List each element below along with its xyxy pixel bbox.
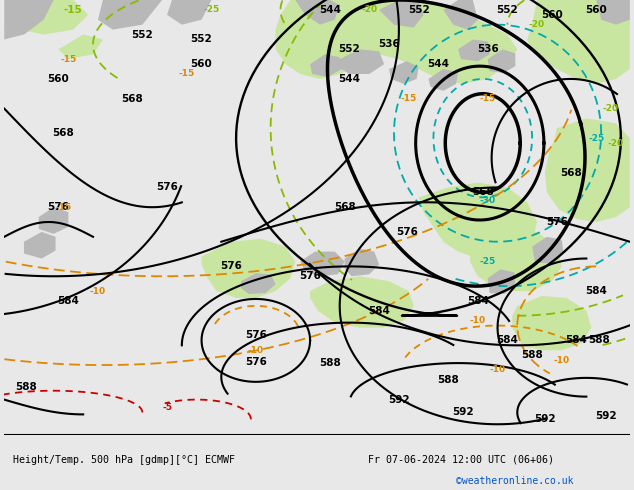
Text: 552: 552	[496, 5, 519, 15]
Text: 568: 568	[472, 187, 494, 197]
Polygon shape	[167, 0, 211, 24]
Polygon shape	[310, 54, 342, 77]
Text: 576: 576	[546, 217, 567, 227]
Text: Height/Temp. 500 hPa [gdmp][°C] ECMWF: Height/Temp. 500 hPa [gdmp][°C] ECMWF	[13, 455, 235, 465]
Text: 576: 576	[299, 271, 321, 281]
Text: ©weatheronline.co.uk: ©weatheronline.co.uk	[456, 476, 574, 486]
Polygon shape	[345, 248, 379, 276]
Polygon shape	[241, 273, 276, 294]
Text: 588: 588	[15, 382, 37, 392]
Text: 536: 536	[378, 39, 400, 49]
Text: -20: -20	[608, 139, 624, 147]
Polygon shape	[429, 69, 458, 91]
Text: -15: -15	[60, 55, 77, 64]
Polygon shape	[39, 207, 68, 234]
Text: -15: -15	[179, 70, 195, 78]
Polygon shape	[545, 119, 630, 222]
Text: 560: 560	[191, 59, 212, 69]
Text: 592: 592	[452, 407, 474, 417]
Polygon shape	[24, 232, 56, 259]
Polygon shape	[458, 40, 489, 61]
Text: 544: 544	[339, 74, 361, 84]
Bar	[4, 434, 630, 486]
Polygon shape	[470, 227, 562, 291]
Text: 568: 568	[53, 128, 74, 138]
Text: -30: -30	[480, 196, 496, 205]
Text: 588: 588	[521, 350, 543, 360]
Text: 576: 576	[220, 261, 242, 271]
Text: -15: -15	[64, 5, 82, 15]
Polygon shape	[202, 239, 295, 298]
Text: 588: 588	[319, 358, 340, 368]
Text: -10: -10	[553, 356, 570, 365]
Polygon shape	[301, 251, 345, 276]
Text: Fr 07-06-2024 12:00 UTC (06+06): Fr 07-06-2024 12:00 UTC (06+06)	[368, 455, 553, 465]
Text: 576: 576	[156, 182, 178, 193]
Text: 576: 576	[245, 330, 267, 341]
Text: 536: 536	[477, 44, 498, 54]
Text: -10: -10	[489, 366, 506, 374]
Text: 592: 592	[595, 412, 617, 421]
Text: 544: 544	[427, 59, 450, 69]
Text: -10: -10	[90, 287, 106, 295]
Text: 560: 560	[585, 5, 607, 15]
Text: 560: 560	[48, 74, 69, 84]
Text: -10: -10	[470, 316, 486, 325]
Polygon shape	[527, 0, 630, 84]
Text: 584: 584	[585, 286, 607, 296]
Text: -25: -25	[588, 134, 604, 143]
Polygon shape	[532, 237, 564, 264]
Text: 576: 576	[396, 227, 418, 237]
Polygon shape	[512, 296, 592, 350]
Text: 568: 568	[333, 202, 356, 212]
Polygon shape	[4, 0, 88, 34]
Text: 568: 568	[122, 94, 143, 104]
Text: 576: 576	[48, 202, 70, 212]
Polygon shape	[488, 49, 515, 73]
Text: -15: -15	[479, 94, 496, 103]
Text: 584: 584	[566, 335, 588, 345]
Polygon shape	[276, 0, 517, 84]
Polygon shape	[295, 0, 340, 24]
Polygon shape	[379, 0, 424, 27]
Text: 552: 552	[191, 34, 212, 45]
Text: -20: -20	[361, 5, 377, 14]
Text: -5: -5	[162, 403, 172, 412]
Polygon shape	[58, 34, 103, 59]
Text: 584: 584	[368, 306, 390, 316]
Text: -20: -20	[529, 20, 545, 29]
Text: 552: 552	[339, 44, 361, 54]
Polygon shape	[338, 49, 384, 74]
Text: -15: -15	[401, 94, 417, 103]
Text: 584: 584	[496, 335, 519, 345]
Polygon shape	[98, 0, 162, 29]
Text: 584: 584	[467, 296, 489, 306]
Text: -25: -25	[204, 5, 219, 14]
Text: 584: 584	[58, 296, 79, 306]
Text: 552: 552	[131, 29, 153, 40]
Polygon shape	[418, 183, 537, 262]
Text: 592: 592	[388, 394, 410, 405]
Text: -15: -15	[55, 203, 72, 212]
Text: 592: 592	[534, 415, 556, 424]
Polygon shape	[310, 276, 414, 328]
Polygon shape	[488, 270, 515, 294]
Polygon shape	[443, 0, 478, 29]
Polygon shape	[4, 0, 53, 40]
Text: 576: 576	[245, 357, 267, 367]
Text: 588: 588	[437, 375, 459, 385]
Text: 560: 560	[541, 10, 563, 20]
Text: 568: 568	[560, 168, 583, 178]
Text: -10: -10	[248, 346, 264, 355]
Text: 544: 544	[319, 5, 341, 15]
Text: -25: -25	[479, 257, 496, 266]
Polygon shape	[389, 61, 418, 84]
Text: -20: -20	[603, 104, 619, 113]
Text: 552: 552	[408, 5, 429, 15]
Polygon shape	[596, 0, 630, 24]
Text: 588: 588	[588, 335, 610, 345]
